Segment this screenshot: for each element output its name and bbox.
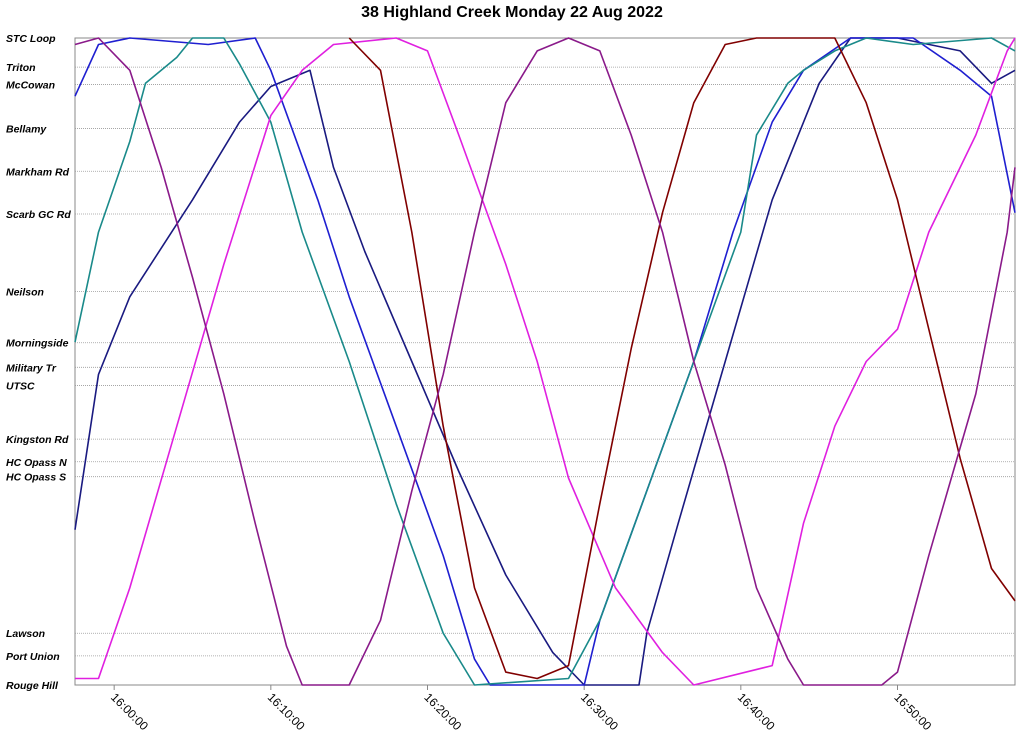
x-axis-ticks: 16:00:00 16:10:00 16:20:00 16:30:00 16:40:00… [108,685,935,733]
stop-label: Neilson [6,287,44,299]
trip-line [74,37,1016,686]
trip-line [75,37,1016,686]
trip-line [74,37,1016,686]
stop-label: HC Opass N [6,457,67,469]
stop-label: STC Loop [6,33,56,45]
stop-label: UTSC [6,380,35,392]
stop-gridlines [75,66,1015,657]
plot-frame [74,37,1016,686]
stop-label: Markham Rd [6,166,70,178]
stop-label: Kingston Rd [6,434,69,446]
stop-label: Lawson [6,628,45,640]
x-tick-label: 16:10:00 [265,690,308,733]
stop-label: Bellamy [6,124,47,136]
stop-label: Triton [6,62,36,74]
stop-label: Military Tr [6,362,57,374]
trip-lines [74,37,1016,686]
x-tick-label: 16:50:00 [891,690,934,733]
stop-label: Rouge Hill [6,680,59,692]
trip-line [348,37,1016,680]
trip-line [74,37,1016,686]
x-tick-label: 16:40:00 [735,690,778,733]
x-tick-label: 16:20:00 [421,690,464,733]
stop-label: HC Opass S [6,472,66,484]
stop-label: Morningside [6,338,69,350]
stop-labels: STC Loop Triton McCowan Bellamy Markham Rd Sc… [6,33,71,692]
chart-title: 38 Highland Creek Monday 22 Aug 2022 [361,4,663,21]
x-tick-label: 16:00:00 [108,690,151,733]
stop-label: Scarb GC Rd [6,209,71,221]
trip-line [74,37,1016,686]
stop-label: Port Union [6,651,60,663]
stop-label: McCowan [6,80,55,92]
x-tick-label: 16:30:00 [578,690,621,733]
